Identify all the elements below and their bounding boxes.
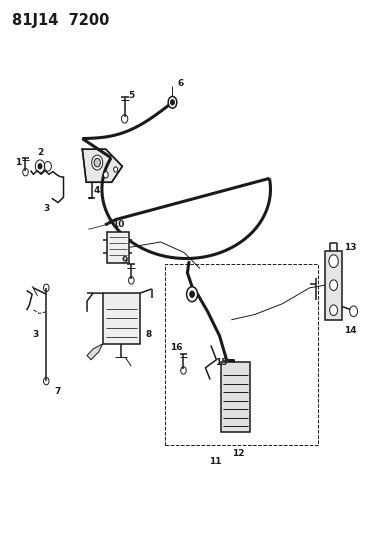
Text: 81J14  7200: 81J14 7200 [12, 13, 109, 28]
Circle shape [103, 172, 108, 178]
Circle shape [330, 280, 338, 290]
Text: 7: 7 [54, 387, 60, 396]
Circle shape [171, 100, 174, 105]
Text: 10: 10 [112, 220, 124, 229]
Polygon shape [87, 344, 103, 360]
Circle shape [329, 255, 338, 268]
Text: 16: 16 [170, 343, 183, 352]
Text: 11: 11 [209, 457, 221, 465]
Circle shape [168, 96, 177, 108]
Text: 14: 14 [344, 326, 357, 335]
Circle shape [187, 287, 198, 302]
Circle shape [190, 291, 194, 297]
FancyBboxPatch shape [165, 264, 318, 445]
Text: 6: 6 [177, 79, 183, 88]
FancyBboxPatch shape [325, 251, 342, 320]
Text: 12: 12 [232, 449, 245, 457]
Circle shape [330, 305, 338, 316]
Text: 2: 2 [38, 149, 44, 157]
FancyBboxPatch shape [221, 362, 250, 432]
Text: 5: 5 [129, 92, 135, 100]
Circle shape [350, 306, 358, 317]
Text: 1: 1 [15, 158, 22, 167]
Text: 8: 8 [145, 330, 152, 338]
FancyBboxPatch shape [103, 293, 140, 344]
Text: 4: 4 [94, 186, 100, 195]
Text: 13: 13 [344, 244, 357, 252]
Circle shape [92, 155, 103, 170]
Circle shape [114, 167, 118, 172]
Text: 9: 9 [121, 256, 127, 264]
Circle shape [38, 164, 42, 169]
Text: 3: 3 [43, 205, 49, 213]
Polygon shape [82, 149, 122, 182]
FancyBboxPatch shape [107, 232, 129, 263]
Text: 3: 3 [32, 330, 38, 339]
Circle shape [94, 158, 100, 167]
Text: 15: 15 [215, 358, 228, 367]
